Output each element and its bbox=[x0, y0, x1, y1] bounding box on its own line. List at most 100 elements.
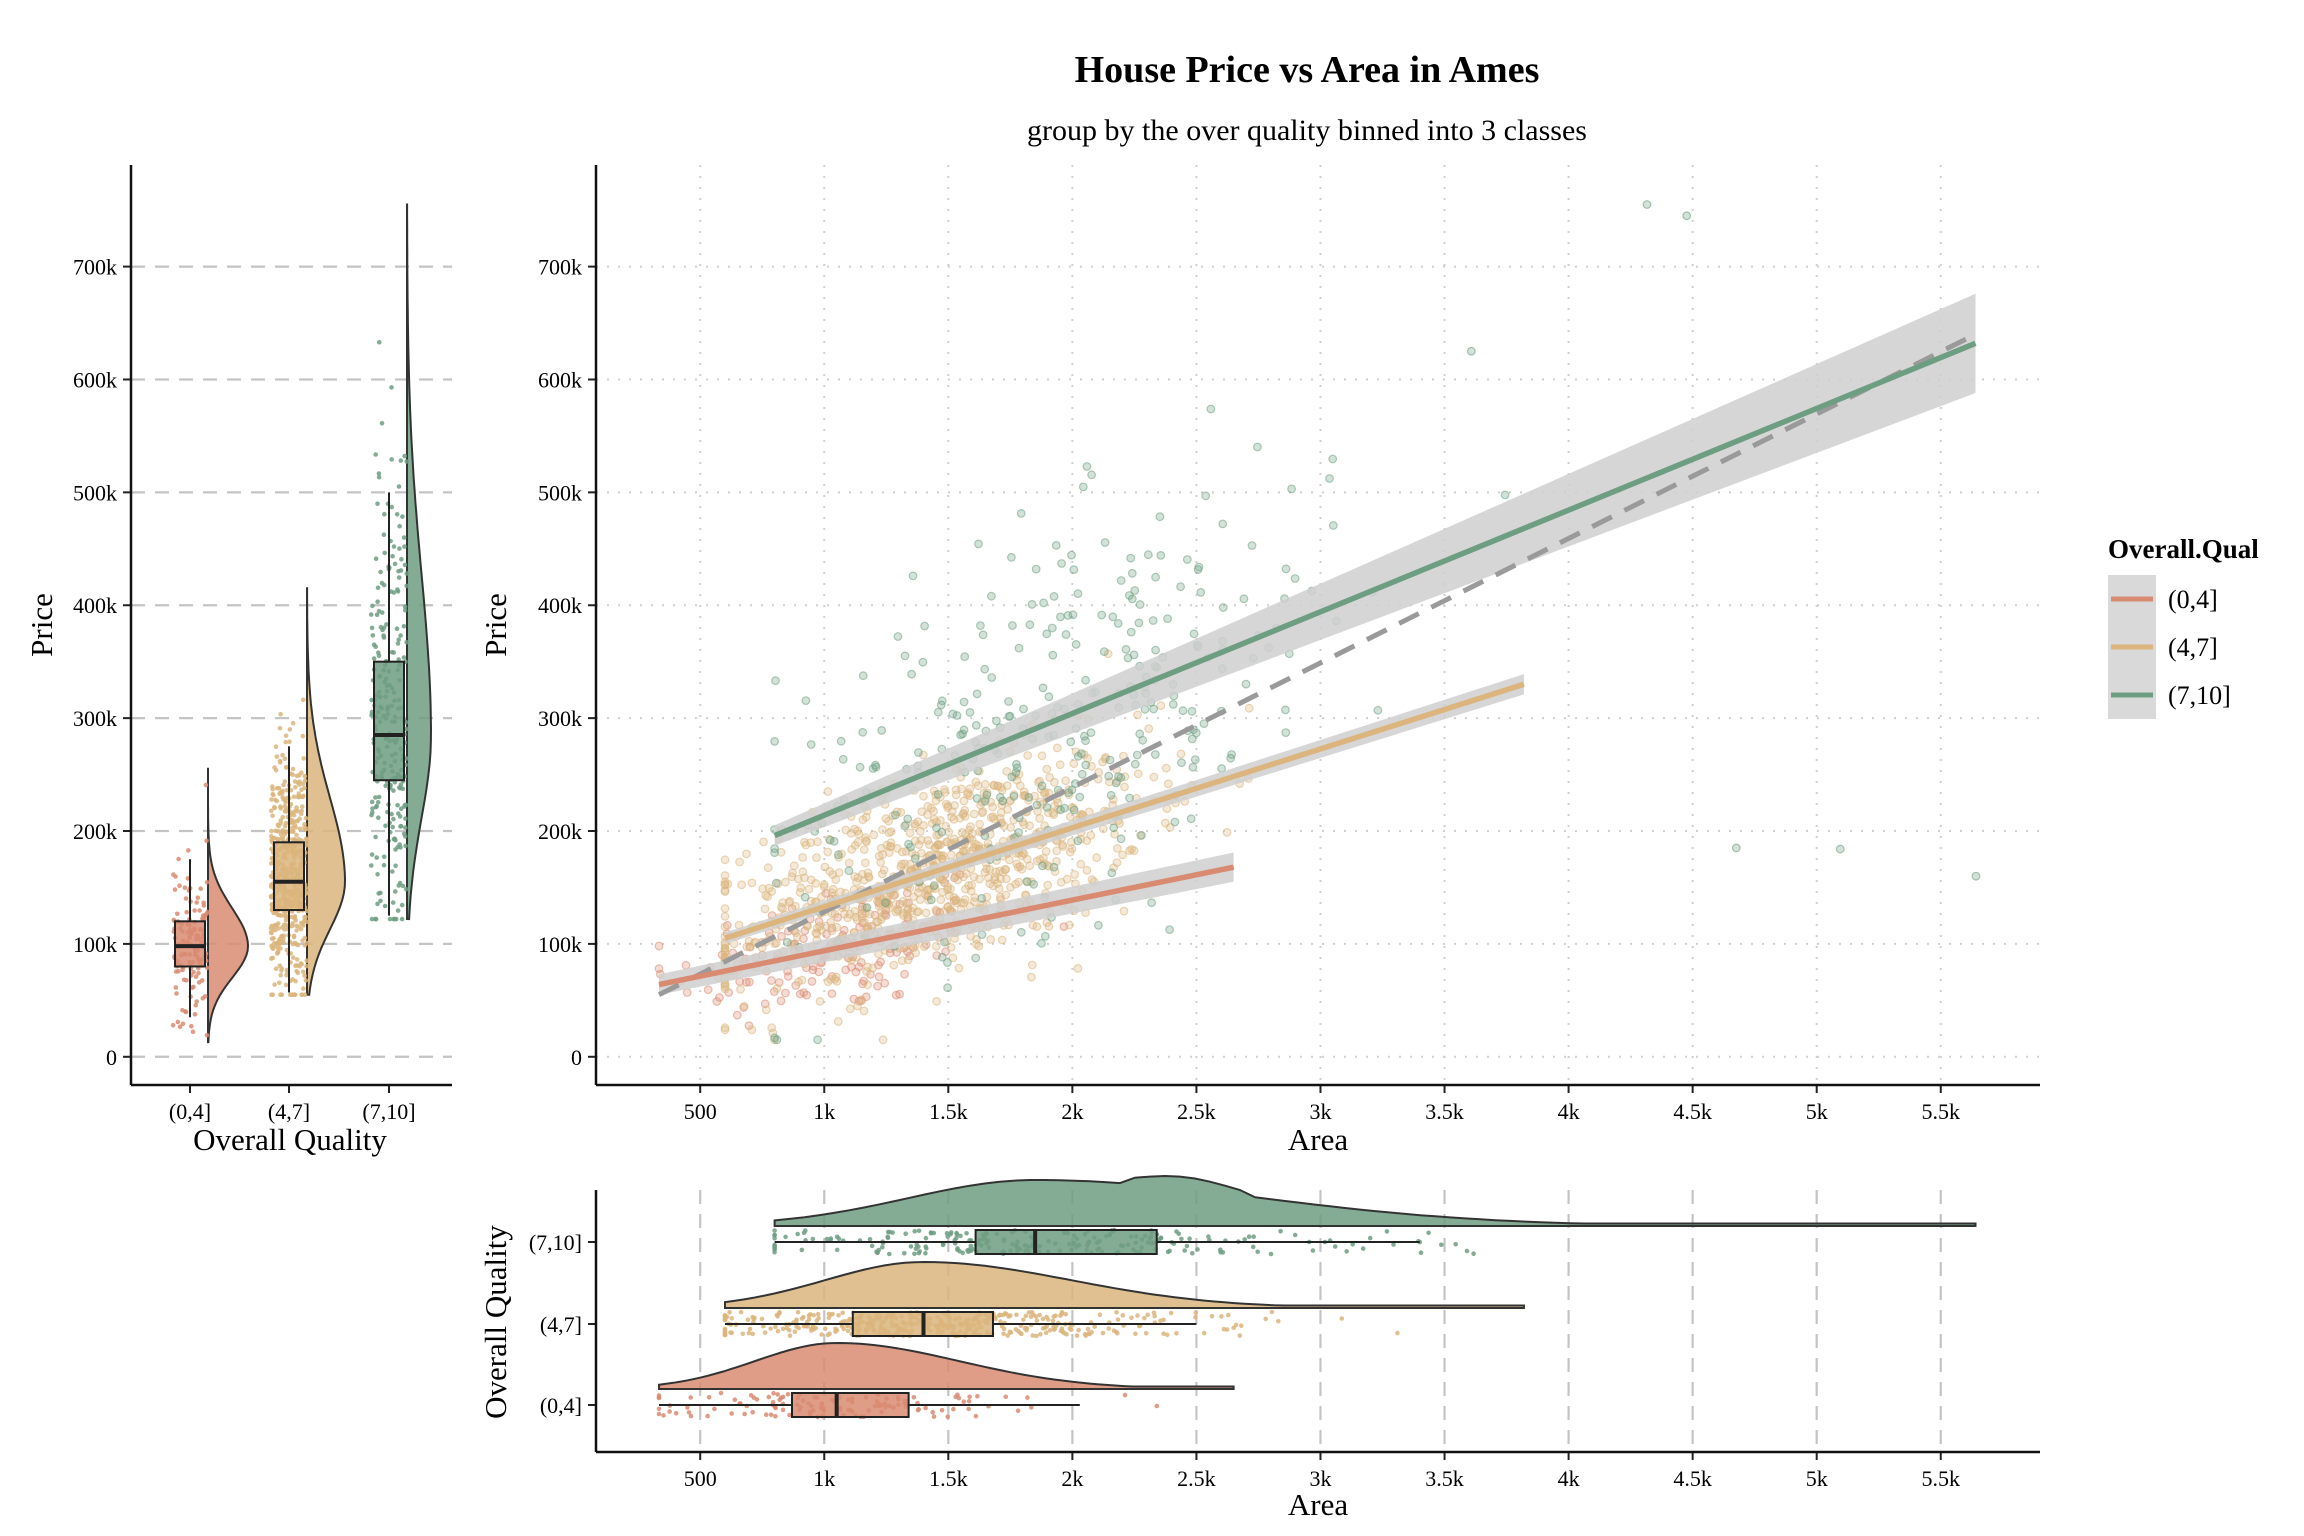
data-point bbox=[301, 969, 306, 975]
data-point bbox=[971, 777, 981, 787]
data-point bbox=[278, 992, 283, 997]
data-point bbox=[397, 880, 403, 886]
data-point bbox=[978, 630, 988, 640]
data-point bbox=[995, 892, 1005, 902]
data-point bbox=[290, 720, 296, 726]
bottom-half-violin bbox=[773, 1174, 1977, 1227]
legend-label-7-10: (7,10] bbox=[2168, 681, 2231, 710]
data-point bbox=[1050, 1318, 1056, 1324]
data-point bbox=[183, 896, 189, 901]
data-point bbox=[787, 1328, 792, 1333]
data-point bbox=[371, 642, 377, 647]
data-point bbox=[197, 908, 202, 913]
main-x-tick-label: 3.5k bbox=[1425, 1099, 1464, 1124]
data-point bbox=[1120, 782, 1129, 792]
data-point bbox=[1061, 630, 1071, 639]
data-point bbox=[806, 740, 816, 749]
data-point bbox=[780, 1326, 786, 1332]
data-point bbox=[1110, 829, 1119, 839]
data-point bbox=[792, 1329, 798, 1334]
data-point bbox=[771, 1390, 776, 1396]
data-point bbox=[1037, 938, 1046, 948]
data-point bbox=[1034, 1318, 1040, 1323]
data-point bbox=[1367, 1235, 1373, 1241]
main-y-tick-label: 600k bbox=[538, 367, 582, 392]
data-point bbox=[1278, 1228, 1283, 1234]
data-point bbox=[1187, 706, 1197, 716]
data-point bbox=[747, 1025, 757, 1035]
data-point bbox=[1059, 1309, 1065, 1315]
data-point bbox=[760, 904, 770, 914]
data-point bbox=[770, 737, 779, 746]
data-point bbox=[1196, 588, 1206, 597]
data-point bbox=[1071, 640, 1081, 649]
data-point bbox=[1125, 793, 1134, 803]
data-point bbox=[1051, 1314, 1056, 1319]
data-point bbox=[801, 1314, 806, 1320]
data-point bbox=[1218, 519, 1228, 529]
data-point bbox=[952, 898, 961, 908]
data-point bbox=[304, 958, 310, 963]
main-x-tick-label: 1k bbox=[813, 1099, 835, 1124]
data-point bbox=[1051, 541, 1061, 550]
data-point bbox=[967, 1247, 972, 1252]
data-point bbox=[1001, 1331, 1006, 1337]
data-point bbox=[1014, 828, 1023, 837]
data-point bbox=[785, 1392, 791, 1397]
data-point bbox=[1179, 1236, 1184, 1242]
data-point bbox=[275, 921, 281, 926]
data-point bbox=[1276, 1318, 1281, 1324]
data-point bbox=[826, 917, 835, 927]
data-point bbox=[278, 972, 284, 978]
data-point bbox=[682, 988, 692, 997]
data-point bbox=[299, 770, 304, 775]
data-point bbox=[1147, 898, 1156, 908]
data-point bbox=[853, 873, 863, 883]
data-point bbox=[860, 858, 870, 868]
data-point bbox=[1004, 697, 1013, 706]
data-point bbox=[1079, 731, 1089, 741]
data-point bbox=[1113, 619, 1123, 628]
data-point bbox=[1292, 1232, 1298, 1238]
data-point bbox=[828, 1236, 834, 1241]
data-point bbox=[1186, 814, 1196, 824]
data-point bbox=[918, 750, 928, 760]
data-point bbox=[939, 851, 948, 860]
data-point bbox=[302, 935, 308, 941]
left-half-violin bbox=[306, 587, 347, 996]
data-point bbox=[301, 756, 307, 761]
data-point bbox=[1134, 618, 1144, 628]
data-point bbox=[287, 727, 293, 732]
data-point bbox=[965, 791, 975, 801]
data-point bbox=[277, 912, 282, 918]
bottom-x-tick-label: 4k bbox=[1558, 1466, 1580, 1491]
data-point bbox=[284, 787, 290, 793]
data-point bbox=[829, 836, 839, 846]
data-point bbox=[996, 1313, 1002, 1318]
data-point bbox=[727, 1310, 732, 1315]
data-point bbox=[775, 1328, 781, 1334]
data-point bbox=[393, 863, 398, 869]
data-point bbox=[902, 1251, 907, 1256]
data-point bbox=[1105, 755, 1115, 765]
data-point bbox=[277, 980, 282, 986]
bottom-x-tick-label: 500 bbox=[684, 1466, 717, 1491]
data-point bbox=[401, 655, 407, 660]
data-point bbox=[931, 941, 941, 951]
data-point bbox=[767, 976, 776, 985]
data-point bbox=[278, 831, 284, 837]
data-point bbox=[729, 1316, 734, 1321]
data-point bbox=[1148, 616, 1158, 625]
data-point bbox=[661, 1413, 666, 1418]
data-point bbox=[891, 810, 900, 820]
data-point bbox=[1209, 1313, 1215, 1319]
data-point bbox=[957, 784, 966, 794]
main-y-tick-label: 100k bbox=[538, 932, 582, 957]
data-point bbox=[940, 787, 950, 797]
data-point bbox=[1244, 703, 1254, 713]
data-point bbox=[1161, 1331, 1166, 1336]
data-point bbox=[942, 799, 951, 809]
data-point bbox=[738, 1309, 744, 1315]
data-point bbox=[397, 523, 402, 529]
data-point bbox=[722, 1330, 728, 1335]
